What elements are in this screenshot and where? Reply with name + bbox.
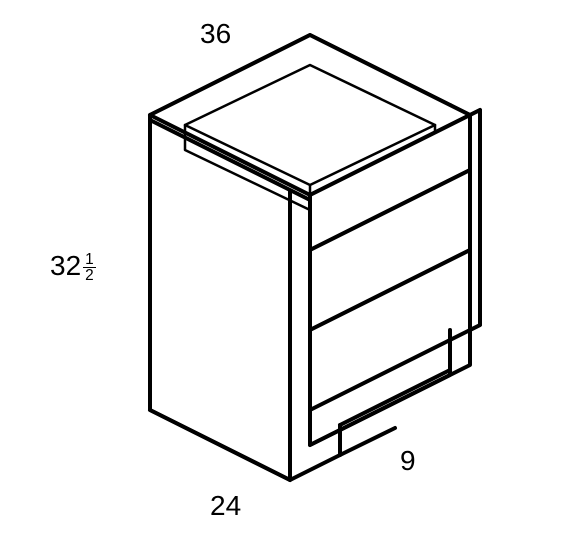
dim-height-left-fraction: 12 [83, 252, 96, 284]
dim-width-top-value: 36 [200, 18, 231, 49]
dim-toekick: 9 [400, 445, 416, 477]
dim-height-left-den: 2 [83, 268, 96, 283]
dim-depth-bottom-value: 24 [210, 490, 241, 521]
dim-depth-bottom: 24 [210, 490, 241, 522]
dim-height-left-whole: 32 [50, 250, 81, 281]
dim-width-top: 36 [200, 18, 231, 50]
dim-toekick-value: 9 [400, 445, 416, 476]
dim-height-left-num: 1 [83, 252, 96, 268]
dim-height-left: 3212 [50, 250, 96, 284]
